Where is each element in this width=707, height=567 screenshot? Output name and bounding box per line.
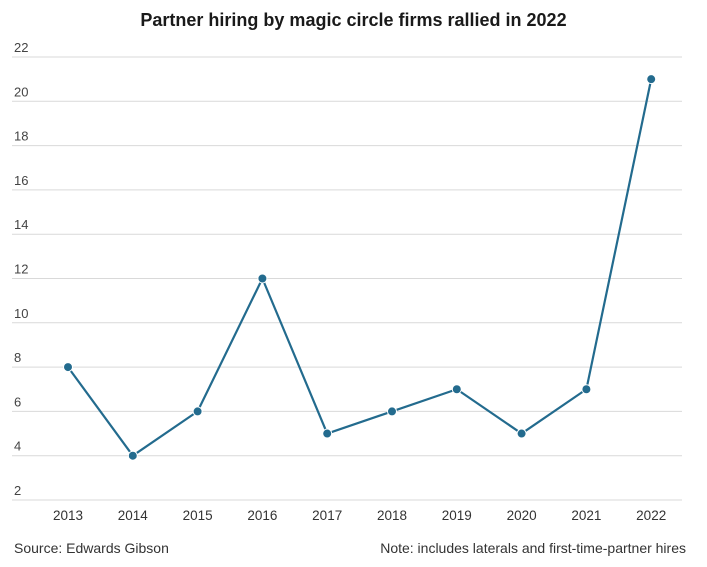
series-line (67, 78, 653, 457)
y-tick-label: 18 (14, 129, 28, 144)
y-tick-label: 10 (14, 306, 28, 321)
footnote: Note: includes laterals and first-time-p… (380, 540, 686, 556)
data-point (63, 362, 73, 373)
x-tick-label: 2020 (507, 508, 537, 523)
series (63, 74, 657, 461)
x-tick-label: 2015 (183, 508, 213, 523)
y-tick-label: 20 (14, 84, 28, 99)
data-point (192, 406, 203, 417)
y-axis-ticks: 2 4 6 8 10 12 14 16 18 20 22 (14, 40, 28, 498)
x-tick-label: 2017 (312, 508, 342, 523)
gridlines (12, 56, 682, 501)
y-tick-label: 2 (14, 483, 21, 498)
y-tick-label: 4 (14, 439, 21, 454)
y-tick-label: 22 (14, 40, 28, 55)
chart-title: Partner hiring by magic circle firms ral… (140, 10, 567, 30)
x-tick-label: 2018 (377, 508, 407, 523)
y-tick-label: 16 (14, 173, 28, 188)
y-tick-label: 12 (14, 262, 28, 277)
y-tick-label: 8 (14, 350, 21, 365)
source-note: Source: Edwards Gibson (14, 540, 169, 556)
data-point (387, 406, 397, 417)
data-point (581, 384, 592, 395)
data-point (127, 450, 138, 461)
data-point (516, 428, 527, 439)
data-point (257, 273, 268, 284)
x-tick-label: 2022 (636, 508, 666, 523)
y-tick-label: 6 (14, 394, 21, 409)
x-axis-ticks: 2013 2014 2015 2016 2017 2018 2019 2020 2021 2022 (53, 508, 666, 523)
data-point (451, 384, 462, 395)
x-tick-label: 2021 (571, 508, 601, 523)
y-tick-label: 14 (14, 217, 28, 232)
x-tick-label: 2014 (118, 508, 149, 523)
x-tick-label: 2019 (442, 508, 472, 523)
x-tick-label: 2016 (247, 508, 277, 523)
data-point (646, 74, 657, 85)
data-point (322, 428, 333, 439)
x-tick-label: 2013 (53, 508, 83, 523)
